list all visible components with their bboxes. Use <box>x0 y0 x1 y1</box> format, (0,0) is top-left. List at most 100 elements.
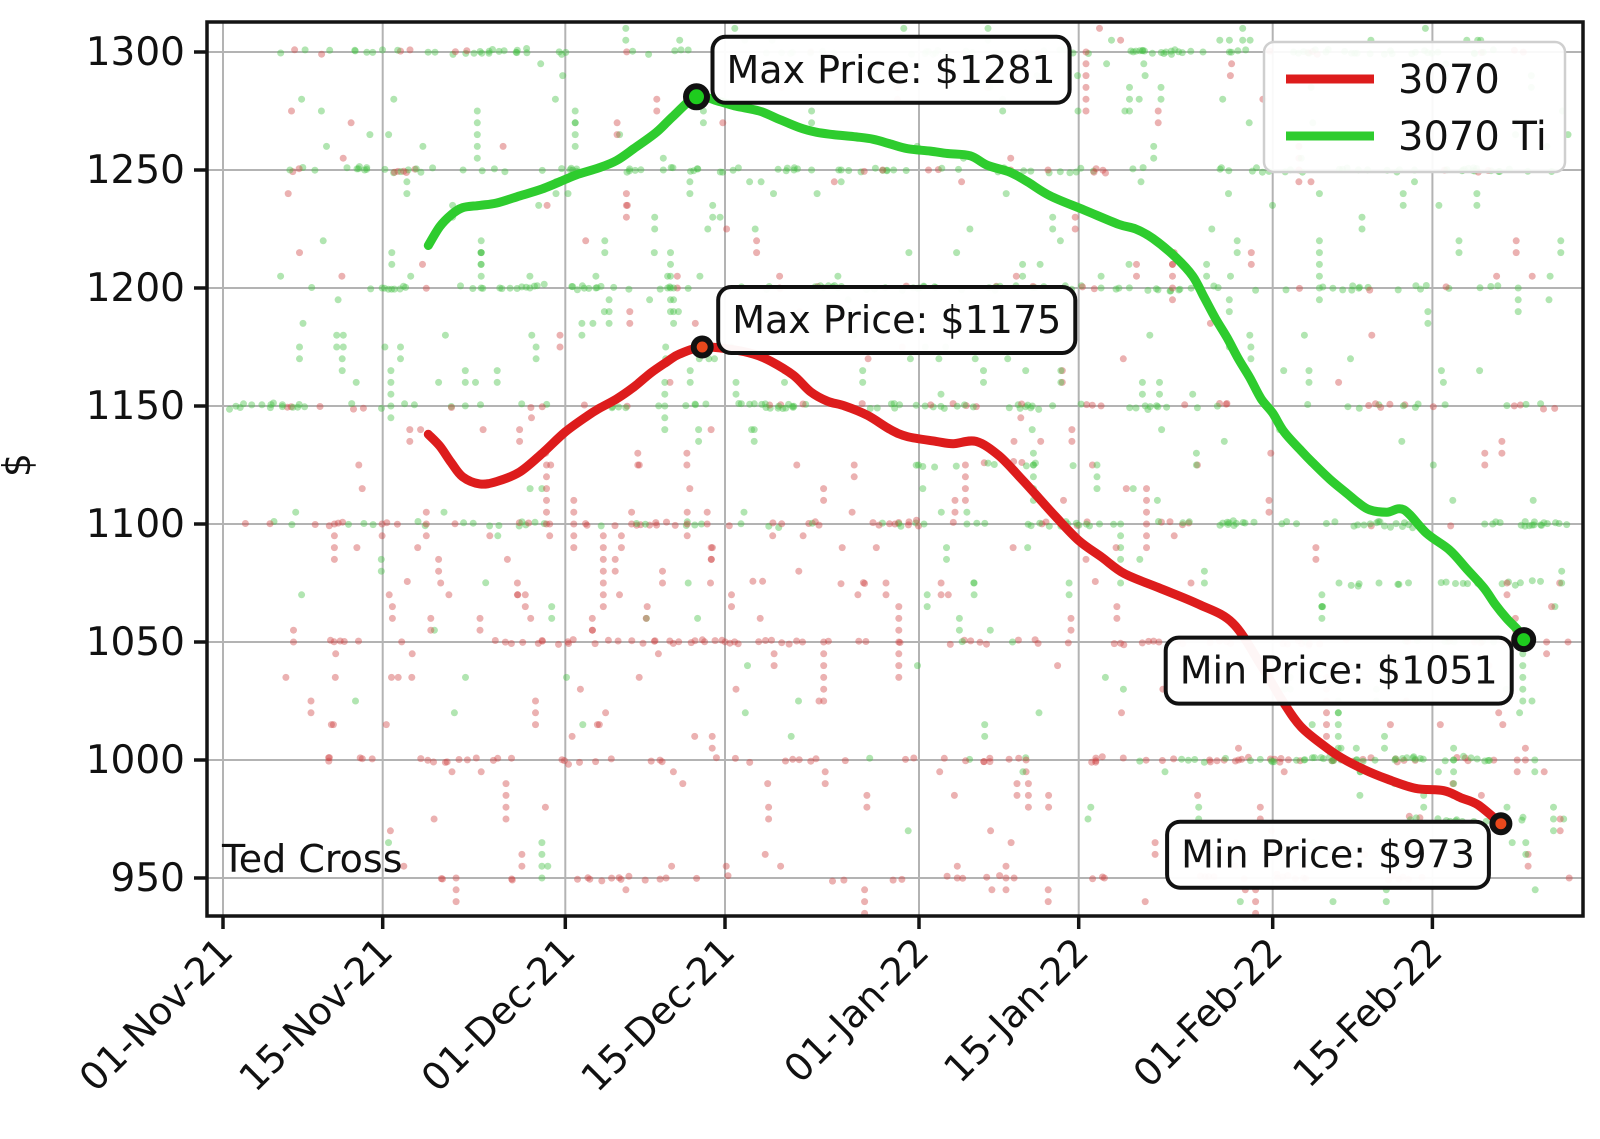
scatter-point <box>1368 331 1376 339</box>
scatter-point <box>1157 95 1165 103</box>
scatter-point <box>1393 758 1401 766</box>
scatter-point <box>1034 639 1042 647</box>
scatter-point <box>1305 367 1313 375</box>
scatter-point <box>1169 272 1176 280</box>
scatter-point <box>452 898 460 906</box>
scatter-point <box>1083 520 1090 528</box>
scatter-point <box>1401 519 1408 527</box>
scatter-point <box>269 399 277 407</box>
scatter-point <box>728 591 735 599</box>
scatter-point <box>653 95 661 103</box>
scatter-point <box>1019 260 1027 268</box>
scatter-point <box>669 639 677 647</box>
scatter-point <box>1176 285 1184 293</box>
scatter-point <box>937 508 945 516</box>
scatter-point <box>937 402 945 410</box>
scatter-point <box>686 485 694 493</box>
scatter-point <box>1386 400 1394 408</box>
scatter-point <box>398 638 406 646</box>
scatter-point <box>1565 874 1573 882</box>
x-tick-label: 15-Jan-22 <box>935 929 1097 1091</box>
scatter-point <box>562 48 570 56</box>
scatter-point <box>1391 756 1399 764</box>
scatter-point <box>599 567 607 575</box>
scatter-point <box>670 319 678 327</box>
scatter-point <box>477 237 485 245</box>
scatter-point <box>633 521 641 529</box>
scatter-point <box>518 850 526 858</box>
scatter-point <box>390 169 398 177</box>
scatter-point <box>408 673 416 681</box>
scatter-point <box>808 107 816 115</box>
scatter-point <box>538 839 546 847</box>
scatter-point <box>543 400 551 408</box>
scatter-point <box>1318 591 1326 599</box>
scatter-point <box>1347 355 1354 363</box>
scatter-point <box>1184 756 1192 764</box>
scatter-point <box>514 591 522 599</box>
scatter-point <box>1170 532 1178 540</box>
scatter-point <box>578 331 586 339</box>
scatter-point <box>1145 637 1153 645</box>
scatter-point <box>1225 296 1233 304</box>
scatter-point <box>1092 754 1100 762</box>
scatter-point <box>1138 47 1146 55</box>
scatter-point <box>1486 756 1493 764</box>
scatter-point <box>707 579 714 587</box>
scatter-point <box>1552 519 1559 527</box>
scatter-point <box>650 637 658 645</box>
scatter-point <box>967 637 975 645</box>
scatter-point <box>604 636 612 644</box>
scatter-point <box>731 24 739 32</box>
scatter-point <box>699 119 707 127</box>
scatter-point <box>559 72 567 80</box>
scatter-point <box>307 697 315 705</box>
scatter-point <box>709 213 717 221</box>
scatter-point <box>473 154 481 162</box>
scatter-point <box>735 400 743 407</box>
scatter-point <box>779 405 787 412</box>
scatter-point <box>1508 839 1516 847</box>
scatter-point <box>1236 898 1244 906</box>
scatter-point <box>571 107 579 115</box>
scatter-point <box>726 639 734 647</box>
scatter-point <box>1129 48 1137 56</box>
scatter-point <box>686 178 694 186</box>
scatter-point <box>1308 721 1316 729</box>
scatter-point <box>1328 757 1336 765</box>
scatter-point <box>976 638 984 646</box>
scatter-point <box>240 400 247 408</box>
scatter-point <box>983 873 991 881</box>
scatter-point <box>390 168 398 176</box>
scatter-point <box>857 168 865 176</box>
scatter-point <box>1334 732 1342 740</box>
scatter-point <box>564 190 572 198</box>
scatter-point <box>403 178 411 186</box>
scatter-point <box>1135 95 1143 103</box>
scatter-point <box>980 758 988 766</box>
scatter-point <box>1143 496 1150 504</box>
scatter-point <box>1434 768 1442 776</box>
scatter-point <box>563 673 570 681</box>
scatter-point <box>513 579 521 587</box>
scatter-point <box>1545 296 1553 304</box>
scatter-point <box>1082 72 1090 80</box>
scatter-point <box>1441 401 1449 409</box>
scatter-point <box>687 639 695 647</box>
scatter-point <box>1530 518 1538 526</box>
extrema-markers <box>683 83 1537 836</box>
scatter-point <box>1411 178 1418 186</box>
scatter-point <box>1395 580 1403 588</box>
scatter-point <box>670 296 678 304</box>
scatter-point <box>491 637 499 644</box>
scatter-point <box>1127 47 1135 55</box>
scatter-point <box>684 46 692 54</box>
scatter-point <box>812 755 820 763</box>
scatter-point <box>1088 401 1096 409</box>
scatter-point <box>1143 485 1150 493</box>
scatter-point <box>445 591 453 599</box>
scatter-point <box>682 402 690 410</box>
scatter-point <box>537 60 545 68</box>
scatter-point <box>795 756 803 764</box>
